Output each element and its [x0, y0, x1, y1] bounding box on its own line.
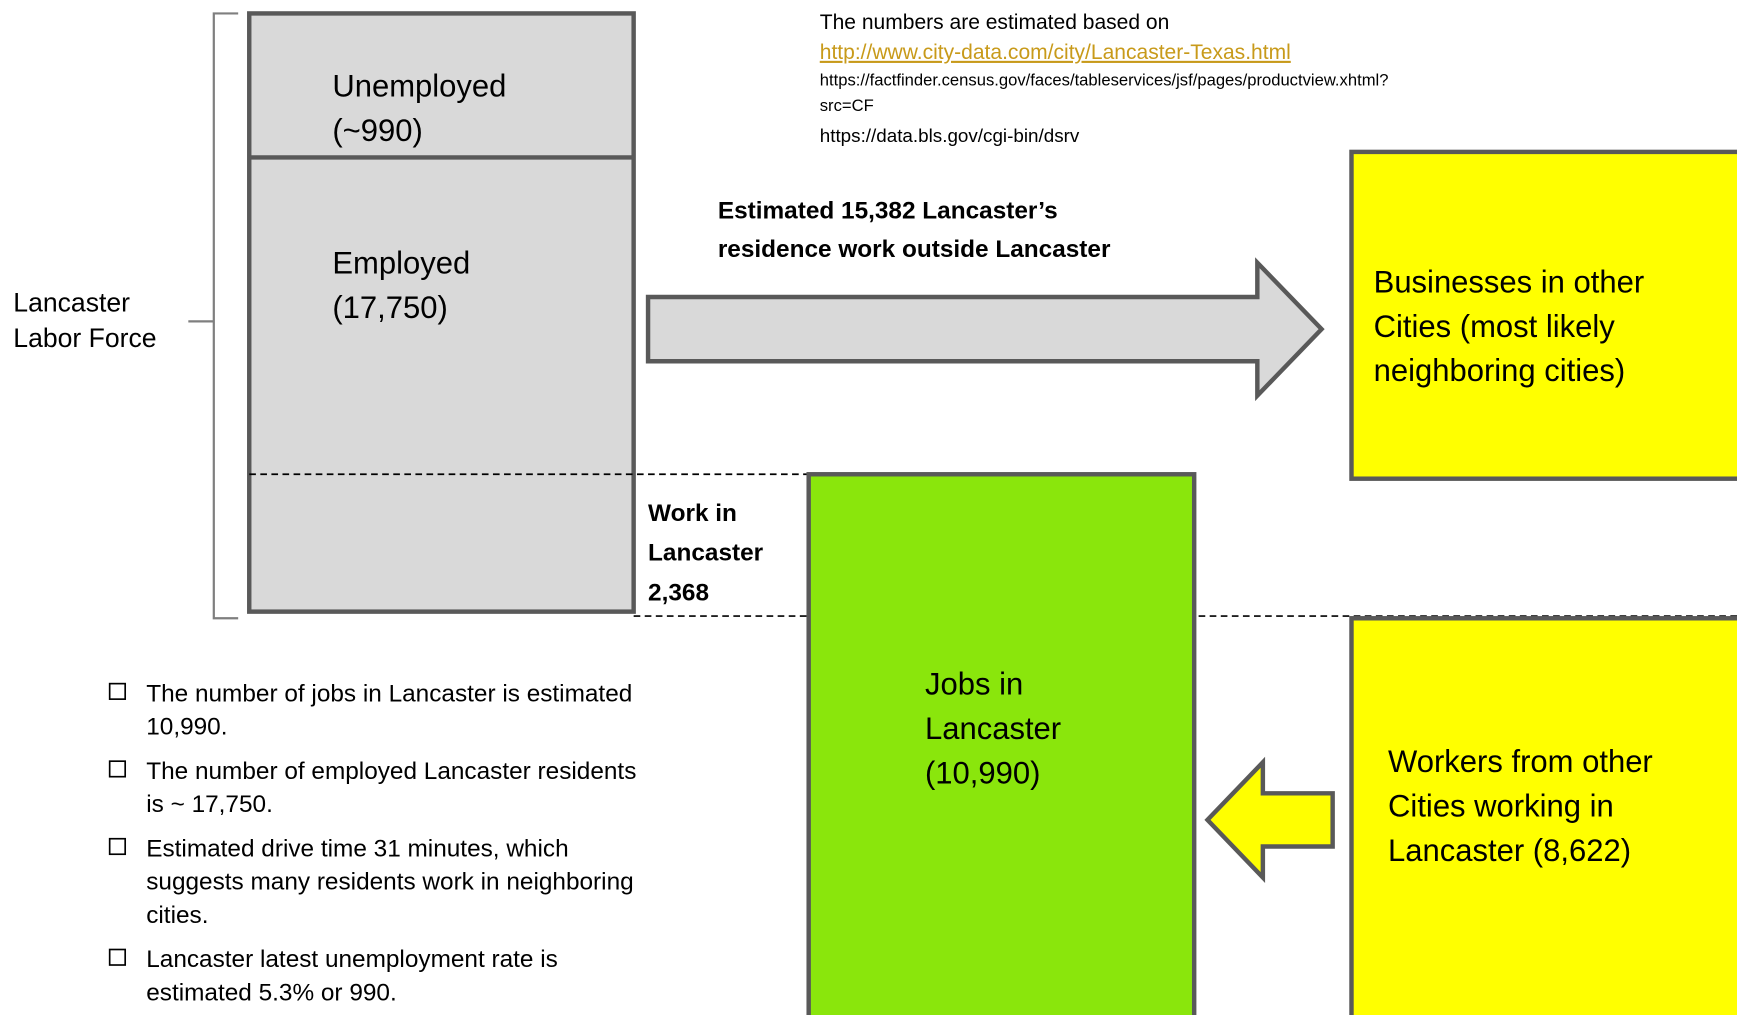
- inflow-label: Workers from other: [1388, 744, 1653, 779]
- employed-label: Employed: [332, 246, 470, 281]
- labor-force-label: Labor Force: [13, 323, 156, 353]
- bullet-list: The number of jobs in Lancaster is estim…: [108, 680, 636, 1006]
- labor-force-label: Lancaster: [13, 287, 130, 317]
- jobs-box: [806, 472, 1197, 1015]
- bracket: [188, 12, 239, 620]
- work-in-label: 2,368: [648, 580, 709, 607]
- inflow-label: Cities working in: [1388, 789, 1614, 824]
- bullet-text: estimated 5.3% or 990.: [146, 979, 397, 1006]
- jobs-label: Lancaster: [925, 711, 1061, 746]
- bullet-box: [108, 837, 127, 856]
- other-businesses-label: Businesses in other: [1374, 265, 1645, 300]
- jobs-label: (10,990): [925, 755, 1040, 790]
- work-in-label: Work in: [648, 500, 737, 527]
- bullet-box: [108, 760, 127, 778]
- source-url: src=CF: [820, 96, 874, 115]
- jobs-label: Jobs in: [925, 667, 1023, 702]
- outflow-arrow: [645, 257, 1325, 402]
- bullet-text: cities.: [146, 902, 208, 929]
- employed-label: (17,750): [332, 290, 447, 325]
- bullet-text: Lancaster latest unemployment rate is: [146, 946, 558, 973]
- bullet-text: suggests many residents work in neighbor…: [146, 869, 633, 896]
- source-intro: The numbers are estimated based on: [820, 11, 1170, 34]
- source-link[interactable]: http://www.city-data.com/city/Lancaster-…: [820, 41, 1291, 64]
- unemployed-label: Unemployed: [332, 69, 506, 104]
- source-url: https://data.bls.gov/cgi-bin/dsrv: [820, 125, 1080, 146]
- bullet-text: 10,990.: [146, 714, 227, 741]
- labor-force-box: [247, 11, 636, 614]
- other-businesses-label: neighboring cities): [1374, 353, 1626, 388]
- bullet-text: Estimated drive time 31 minutes, which: [146, 835, 568, 862]
- inflow-arrow: [1204, 756, 1335, 883]
- source-url: https://factfinder.census.gov/faces/tabl…: [820, 70, 1389, 89]
- outflow-label: residence work outside Lancaster: [718, 236, 1111, 263]
- inflow-label: Lancaster (8,622): [1388, 833, 1631, 868]
- other-businesses-label: Cities (most likely: [1374, 309, 1616, 344]
- bullet-text: The number of jobs in Lancaster is estim…: [146, 680, 632, 707]
- unemployed-label: (~990): [332, 113, 422, 148]
- other-businesses-box: [1349, 149, 1737, 481]
- bullet-text: is ~ 17,750.: [146, 791, 273, 818]
- bullet-box: [108, 948, 127, 966]
- bullet-box: [108, 682, 127, 700]
- outflow-label: Estimated 15,382 Lancaster’s: [718, 197, 1058, 224]
- inflow-box: [1349, 616, 1737, 1015]
- work-in-label: Lancaster: [648, 540, 764, 567]
- bullet-text: The number of employed Lancaster residen…: [146, 758, 636, 785]
